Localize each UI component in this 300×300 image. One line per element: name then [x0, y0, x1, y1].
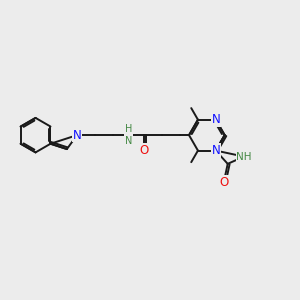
Text: H
N: H N: [125, 124, 132, 146]
Text: N: N: [212, 113, 220, 126]
Text: N: N: [73, 129, 81, 142]
Text: N: N: [212, 144, 220, 157]
Text: O: O: [140, 144, 149, 157]
Text: O: O: [219, 176, 228, 189]
Text: NH: NH: [236, 152, 252, 162]
